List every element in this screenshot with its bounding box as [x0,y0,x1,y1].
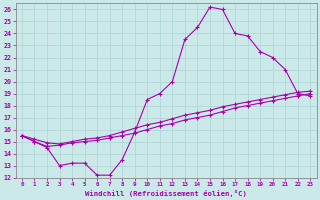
X-axis label: Windchill (Refroidissement éolien,°C): Windchill (Refroidissement éolien,°C) [85,190,247,197]
